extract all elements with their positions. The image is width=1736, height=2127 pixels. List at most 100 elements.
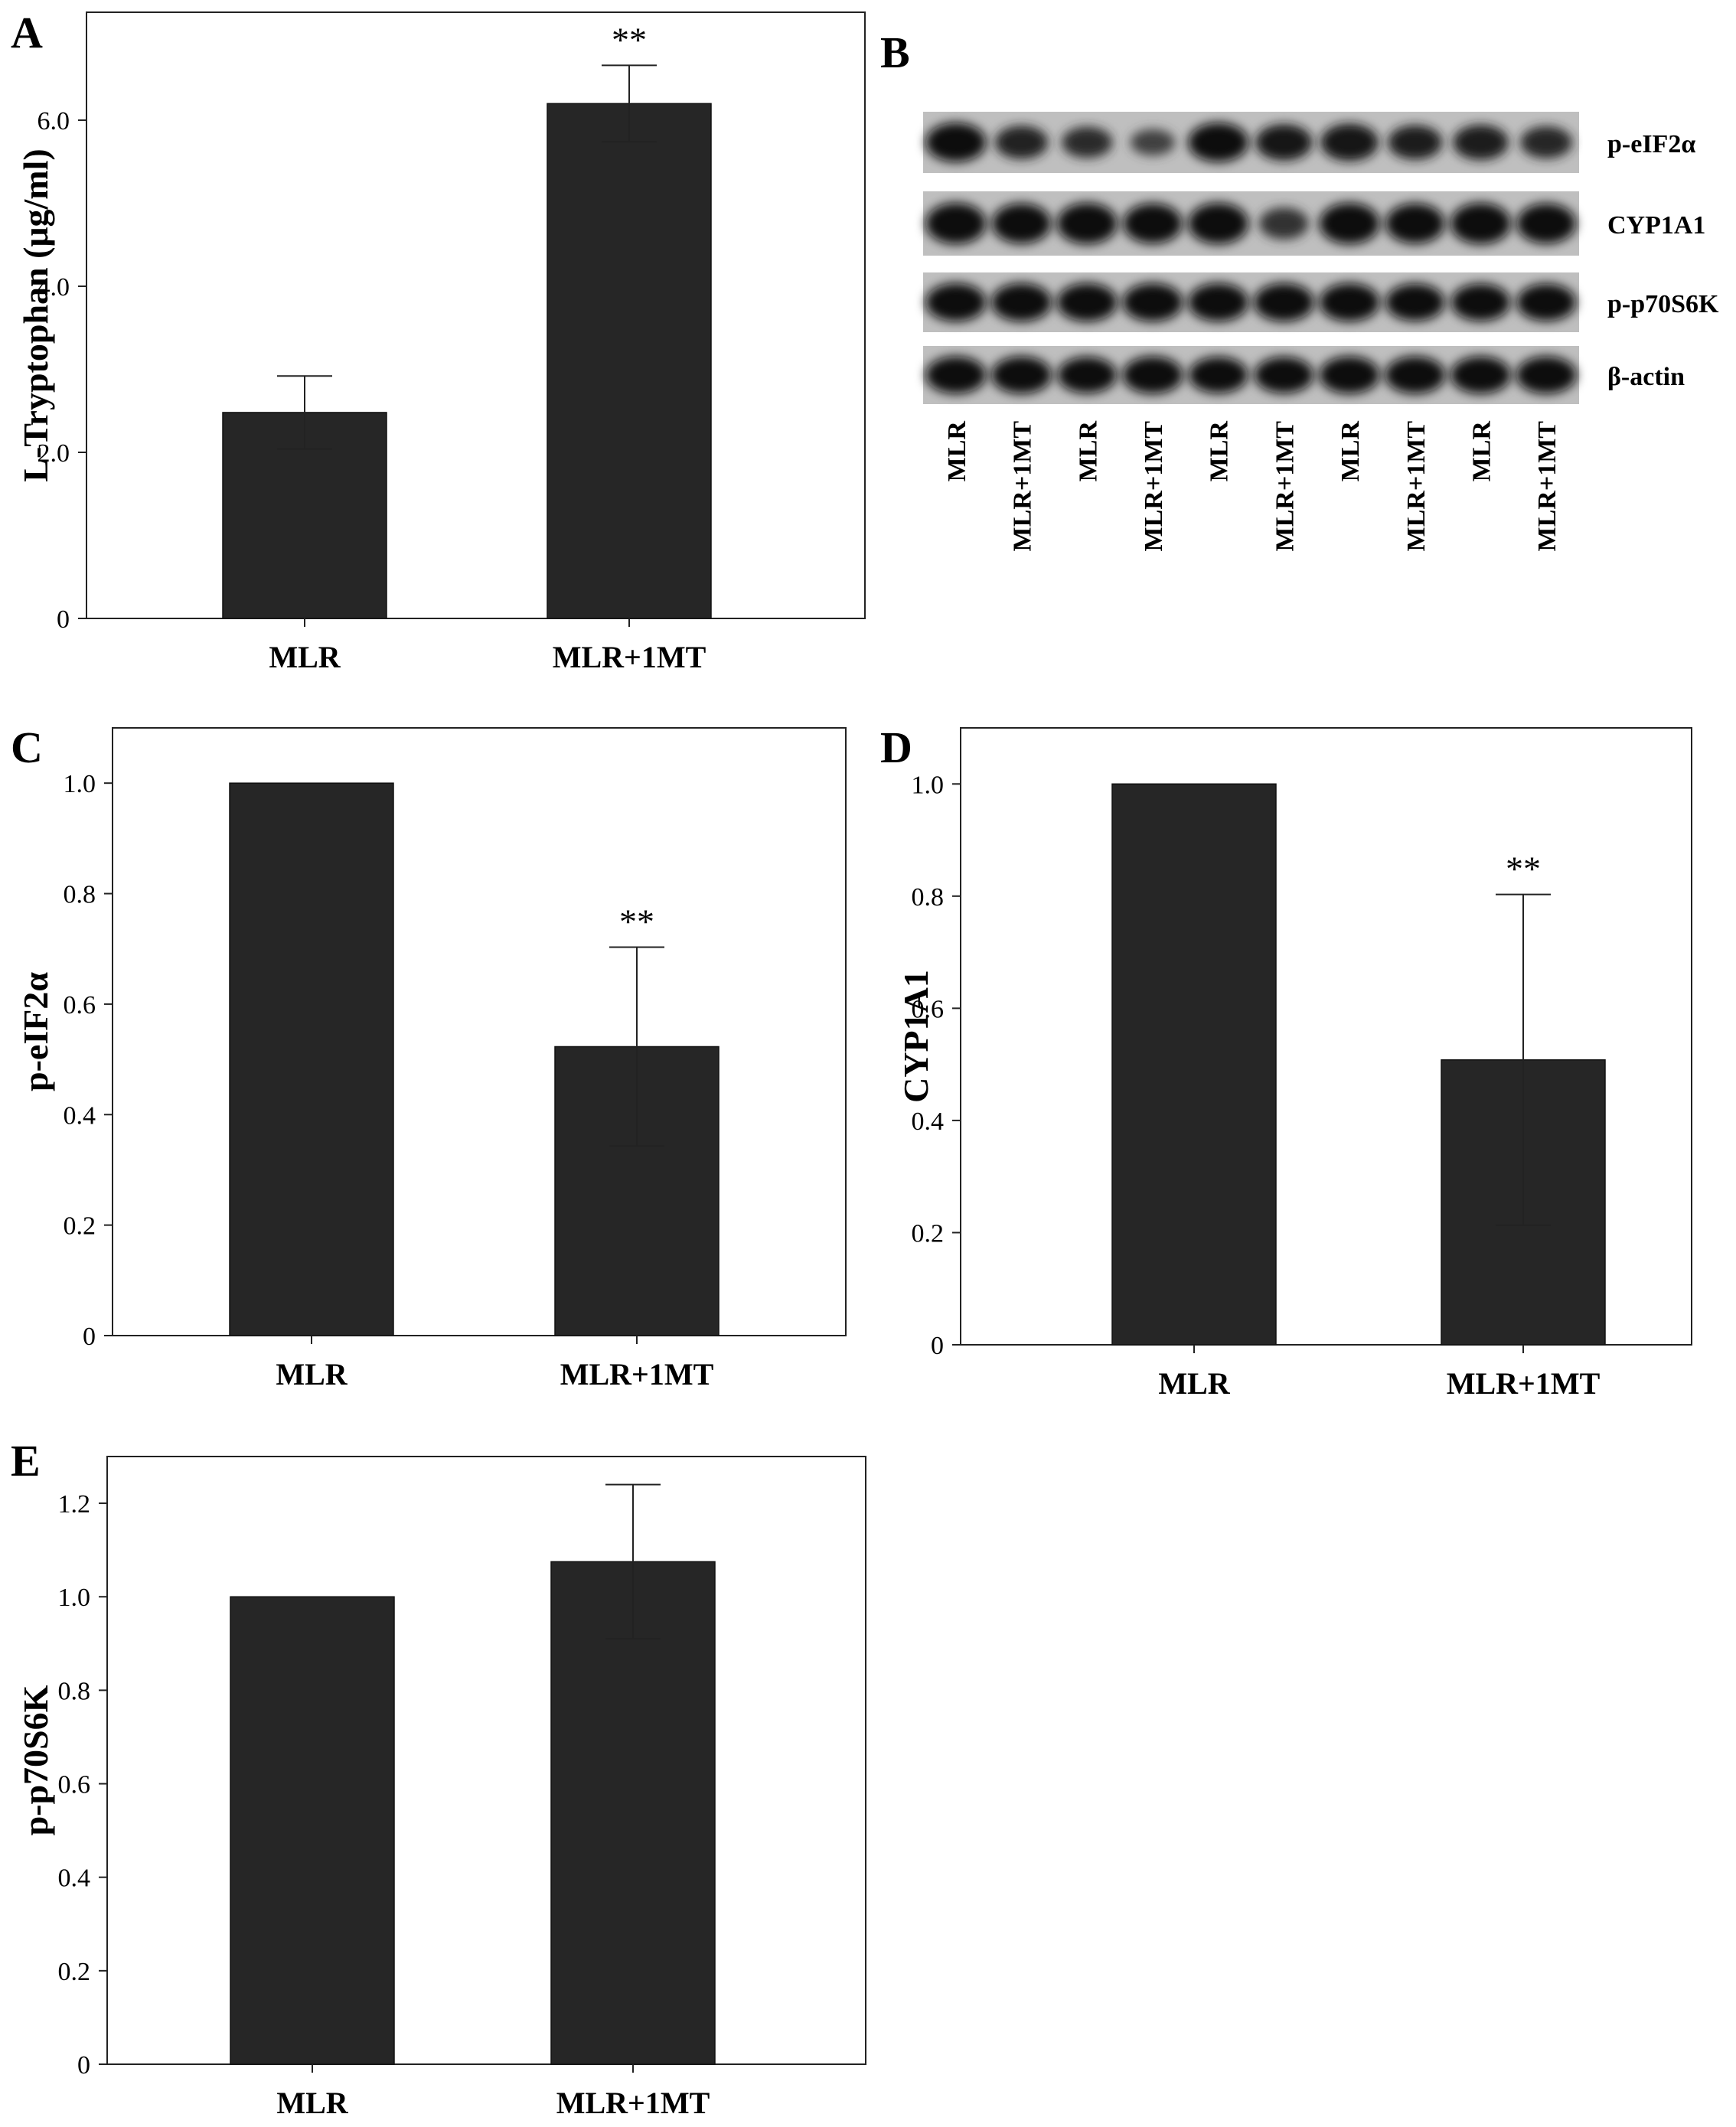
x-category-label: MLR: [269, 640, 341, 674]
panel-letter-a: A: [11, 8, 43, 57]
blot-band: [1259, 207, 1309, 240]
blot-band: [1253, 283, 1314, 321]
y-axis-label: CYP1A1: [896, 970, 935, 1103]
blot-band: [1516, 203, 1576, 244]
blot-band: [1188, 203, 1249, 244]
blot-band: [1255, 124, 1313, 161]
y-axis-label: L-Tryptophan (μg/ml): [16, 148, 55, 481]
western-blot-panel-b: p-eIF2α CYP1A1 p-p70S6K β-actin MLR MLR+1MT ML…: [923, 112, 1719, 551]
blot-band: [1385, 283, 1445, 321]
blot-band: [1319, 203, 1380, 244]
blot-lane-label: MLR+1MT: [1402, 421, 1431, 552]
plot-frame: [112, 727, 847, 1336]
blot-band: [1388, 125, 1443, 160]
blot-band: [1385, 203, 1445, 244]
blot-band: [1056, 203, 1118, 244]
y-tick-label: 0.2: [912, 1219, 945, 1248]
x-category-label: MLR+1MT: [556, 2086, 710, 2120]
blot-lane-label: MLR+1MT: [1533, 421, 1561, 552]
blot-band: [1450, 203, 1511, 244]
panel-letter-d: D: [880, 723, 912, 772]
y-tick-label: 0.4: [64, 1101, 96, 1130]
y-tick-label: 0: [83, 1323, 96, 1351]
blot-band: [991, 356, 1052, 394]
y-tick-label: 0.2: [64, 1212, 96, 1241]
blot-band: [1057, 357, 1117, 393]
chart-panel-a: 0 2.0 4.0 6.0 L-Tryptophan (μg/ml) MLR ** MLR+1…: [16, 11, 866, 674]
significance-marker: **: [612, 20, 647, 59]
y-tick-label: 1.0: [912, 771, 945, 799]
y-tick-label: 1.0: [64, 770, 96, 798]
y-tick-label: 0.8: [912, 883, 945, 912]
blot-lane-label: MLR+1MT: [1140, 421, 1168, 552]
y-tick-label: 0.6: [912, 995, 945, 1023]
blot-band: [991, 203, 1052, 244]
blot-band: [1188, 122, 1249, 162]
blot-row-label: β-actin: [1607, 363, 1685, 391]
x-category-label: MLR+1MT: [553, 640, 706, 674]
blot-band: [1319, 356, 1380, 394]
bar: [547, 103, 712, 619]
y-tick-label: 0: [77, 2051, 90, 2080]
blot-band: [925, 356, 987, 394]
x-category-label: MLR: [276, 1357, 348, 1391]
panel-letter-e: E: [11, 1436, 41, 1486]
blot-band: [1130, 129, 1176, 156]
y-tick-label: 0.4: [912, 1108, 945, 1136]
blot-row-label: CYP1A1: [1607, 211, 1705, 240]
y-tick-label: 0.8: [64, 881, 96, 909]
blot-band: [991, 283, 1052, 321]
blot-band: [925, 122, 987, 162]
blot-band: [1453, 124, 1509, 161]
y-tick-label: 4.0: [38, 273, 70, 302]
blot-band: [1520, 126, 1573, 159]
blot-lane-label: MLR: [943, 421, 971, 482]
significance-marker: **: [619, 902, 654, 941]
blot-band: [1516, 283, 1576, 321]
blot-row-label: p-p70S6K: [1607, 290, 1719, 318]
blot-band: [1319, 283, 1380, 321]
bar: [1111, 783, 1277, 1346]
blot-lane-label: MLR: [1336, 421, 1365, 482]
blot-band: [1450, 283, 1511, 321]
y-axis-label: p-eIF2α: [16, 972, 55, 1091]
y-tick-label: 1.2: [58, 1490, 91, 1519]
x-category-label: MLR: [276, 2086, 348, 2120]
y-tick-label: 0.6: [58, 1771, 91, 1799]
blot-band: [925, 203, 987, 244]
blot-band: [1062, 126, 1113, 158]
blot-lane-label: MLR: [1467, 421, 1496, 482]
blot-band: [1056, 283, 1118, 321]
x-category-label: MLR: [1158, 1366, 1230, 1401]
y-axis-label: p-p70S6K: [16, 1685, 55, 1835]
plot-frame: [960, 727, 1692, 1346]
blot-band: [1123, 203, 1183, 244]
y-tick-label: 1.0: [58, 1584, 91, 1612]
blot-row-label: p-eIF2α: [1607, 130, 1695, 158]
chart-panel-c: 0 0.2 0.4 0.6 0.8 1.0 p-eIF2α MLR ** MLR+1MT: [16, 727, 847, 1391]
significance-marker: **: [1506, 850, 1541, 889]
blot-band: [1450, 356, 1511, 394]
blot-band: [1122, 356, 1183, 394]
panel-letter-c: C: [11, 723, 43, 772]
blot-band: [1188, 283, 1249, 321]
blot-lane-label: MLR: [1074, 421, 1102, 482]
blot-band: [1516, 356, 1577, 394]
plot-frame: [106, 1456, 866, 2065]
y-tick-label: 0.8: [58, 1677, 91, 1705]
plot-frame: [86, 11, 866, 619]
bar: [230, 1596, 395, 2065]
panel-letter-b: B: [880, 28, 910, 77]
y-tick-label: 0.6: [64, 991, 96, 1019]
blot-band: [994, 126, 1049, 159]
x-category-label: MLR+1MT: [1447, 1366, 1601, 1401]
y-tick-label: 0: [931, 1332, 944, 1360]
y-tick-label: 6.0: [38, 107, 70, 135]
blot-band: [925, 283, 987, 321]
y-tick-label: 0.2: [58, 1958, 91, 1986]
x-category-label: MLR+1MT: [560, 1357, 714, 1391]
blot-lane-label: MLR: [1206, 421, 1234, 482]
y-tick-label: 0: [57, 605, 70, 634]
blot-band: [1385, 356, 1446, 394]
